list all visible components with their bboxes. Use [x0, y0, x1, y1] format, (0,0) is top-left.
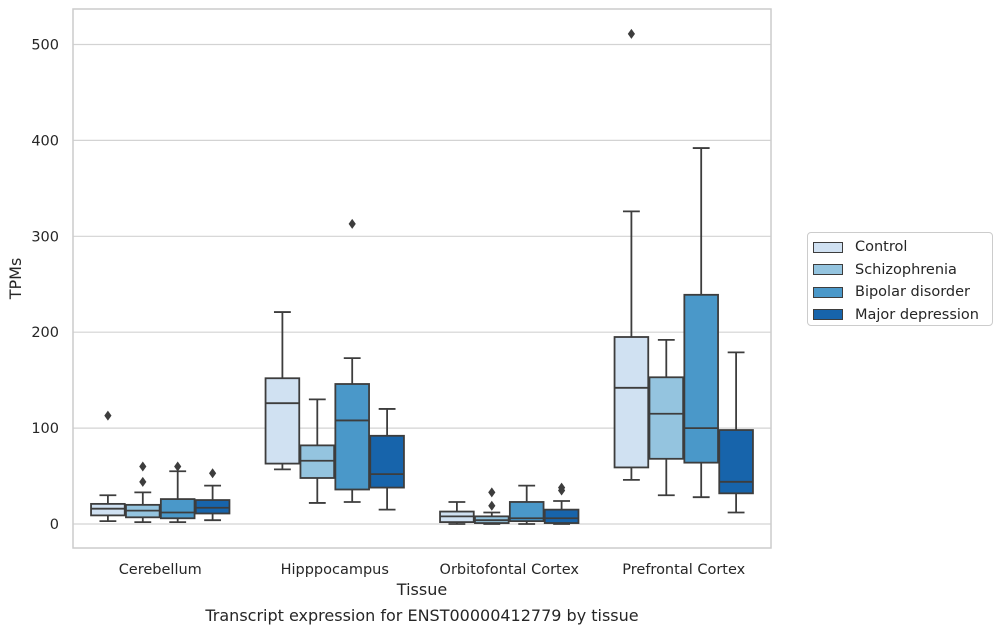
- y-tick-label: 100: [31, 421, 59, 437]
- box-body: [369, 434, 405, 489]
- legend-label: Schizophrenia: [855, 261, 957, 278]
- legend-item: Bipolar disorder: [813, 281, 992, 304]
- x-axis-label: Tissue: [396, 580, 447, 599]
- box-body: [613, 336, 650, 469]
- box-bipolar-disorder: [683, 147, 719, 499]
- outlier-point: [558, 482, 566, 493]
- box-schizophrenia: [299, 398, 336, 504]
- box-schizophrenia: [474, 487, 510, 525]
- outlier-point: [139, 476, 147, 487]
- box-body: [683, 293, 719, 464]
- y-tick-label: 300: [31, 229, 59, 245]
- legend-label: Bipolar disorder: [855, 284, 970, 301]
- box-control: [264, 311, 301, 471]
- box-control: [613, 28, 650, 481]
- box-major-depression: [543, 482, 580, 525]
- legend-item: Control: [813, 236, 992, 259]
- legend-swatch: [813, 286, 843, 298]
- outlier-point: [104, 410, 112, 421]
- outlier-point: [209, 468, 217, 479]
- y-tick-label: 500: [31, 37, 59, 53]
- box-bipolar-disorder: [334, 218, 370, 503]
- figure-caption: Transcript expression for ENST0000041277…: [205, 606, 639, 625]
- box-body: [543, 508, 580, 524]
- box-schizophrenia: [648, 338, 685, 497]
- box-series: [90, 28, 754, 525]
- box-control: [439, 501, 475, 525]
- x-tick-label: Cerebellum: [119, 562, 202, 578]
- x-tick-label: Hipppocampus: [281, 562, 389, 578]
- box-body: [90, 502, 126, 517]
- legend-swatch: [813, 309, 843, 321]
- y-tick-label: 400: [31, 133, 59, 149]
- box-body: [508, 501, 545, 523]
- legend-swatch: [813, 264, 843, 276]
- box-major-depression: [194, 468, 231, 522]
- outlier-point: [348, 218, 356, 229]
- legend-label: Control: [855, 239, 908, 256]
- box-schizophrenia: [125, 461, 161, 524]
- box-body: [299, 444, 336, 479]
- box-body: [648, 376, 685, 460]
- box-body: [194, 499, 231, 515]
- y-tick-label: 0: [50, 517, 59, 533]
- legend-item: Schizophrenia: [813, 259, 992, 282]
- box-body: [264, 377, 301, 465]
- box-major-depression: [369, 408, 405, 511]
- box-control: [90, 410, 126, 523]
- outlier-point: [174, 461, 182, 472]
- legend-item: Major depression: [813, 304, 992, 327]
- y-tick-label: 200: [31, 325, 59, 341]
- x-tick-label: Orbitofontal Cortex: [440, 562, 580, 578]
- box-body: [718, 429, 754, 495]
- box-body: [159, 498, 196, 520]
- y-axis-label: TPMs: [6, 258, 25, 301]
- gridlines: [73, 43, 771, 525]
- legend: Control Schizophrenia Bipolar disorder Majo…: [807, 232, 993, 326]
- outlier-point: [627, 28, 635, 39]
- box-major-depression: [718, 351, 754, 514]
- legend-swatch: [813, 241, 843, 253]
- outlier-point: [488, 500, 496, 511]
- plot-frame: [72, 8, 772, 549]
- box-body: [334, 383, 370, 491]
- outlier-point: [488, 487, 496, 498]
- x-tick-label: Prefrontal Cortex: [622, 562, 745, 578]
- outlier-point: [139, 461, 147, 472]
- box-bipolar-disorder: [508, 484, 545, 525]
- axis-ticks: 0 100 200 300 400 500 Cerebellum Hipppocampus Or…: [31, 37, 745, 578]
- legend-label: Major depression: [855, 306, 979, 323]
- box-bipolar-disorder: [159, 461, 196, 524]
